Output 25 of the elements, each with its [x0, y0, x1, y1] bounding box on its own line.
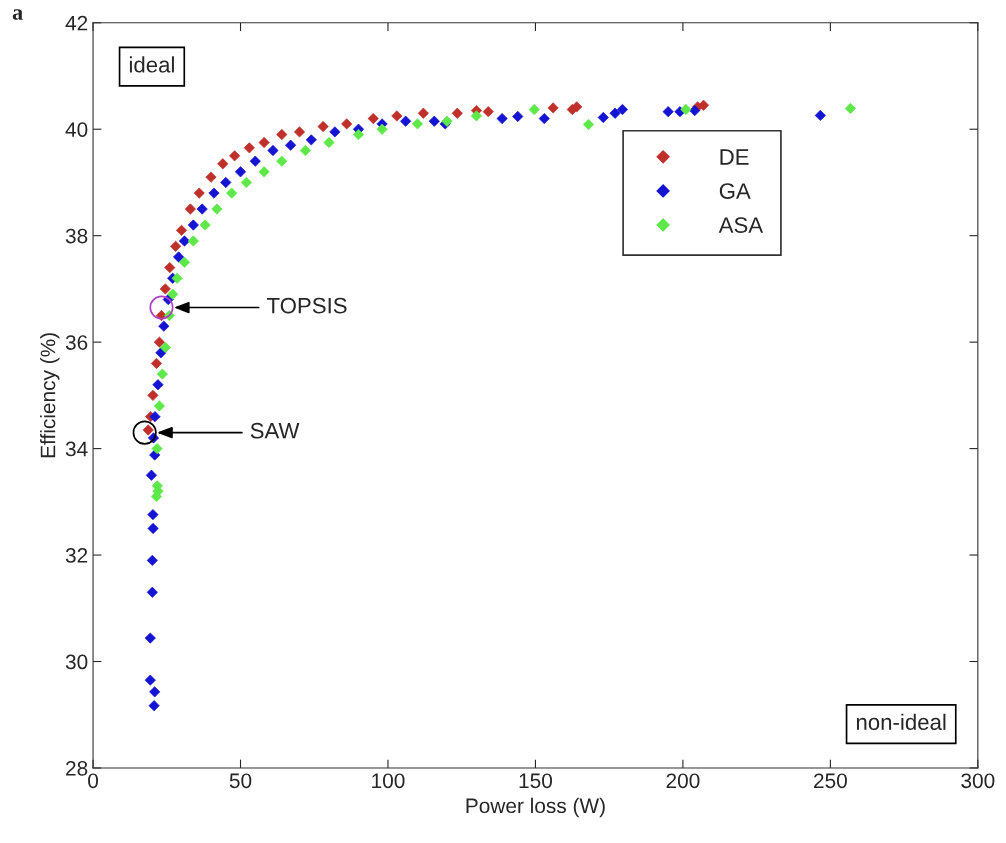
y-axis-title: Efficiency (%) — [40, 333, 60, 458]
annotation: non-ideal — [856, 713, 946, 731]
y-tick-label: 42 — [65, 15, 88, 31]
annotation: SAW — [250, 422, 300, 439]
annotation: ideal — [129, 56, 174, 73]
x-axis-title: Power loss (W) — [466, 797, 605, 818]
annotation: TOPSIS — [266, 297, 347, 314]
y-tick-label: 36 — [65, 335, 88, 350]
x-tick-label: 100 — [372, 773, 405, 789]
y-tick-label: 32 — [65, 548, 88, 563]
x-tick-label: 300 — [961, 773, 995, 789]
y-tick-label: 40 — [65, 122, 88, 137]
y-tick-label: 34 — [65, 441, 88, 457]
legend-label: DE — [720, 149, 749, 165]
legend-label: ASA — [718, 217, 764, 233]
y-tick-label: 38 — [65, 228, 88, 244]
y-tick-label: 28 — [66, 760, 88, 776]
x-tick-label: 150 — [519, 773, 553, 789]
x-tick-label: 0 — [88, 773, 99, 789]
x-tick-label: 250 — [814, 773, 847, 789]
legend-label: GA — [719, 183, 751, 199]
x-tick-label: 200 — [666, 773, 700, 789]
x-tick-label: 50 — [229, 773, 252, 789]
text: a — [12, 9, 23, 20]
y-tick-label: 30 — [65, 654, 88, 670]
